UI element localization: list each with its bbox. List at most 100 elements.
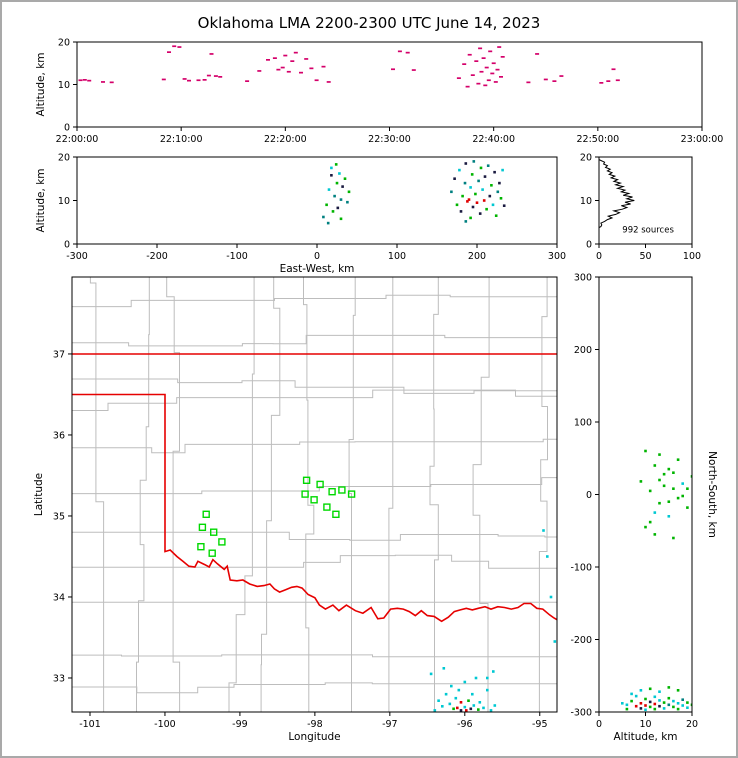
- data-point: [470, 74, 475, 76]
- x-tick-label: -99: [232, 719, 248, 730]
- data-point: [658, 699, 661, 702]
- data-point: [630, 692, 633, 696]
- x-tick-label: 22:40:00: [472, 134, 515, 145]
- county-boundary-line: [303, 277, 315, 712]
- x-tick-label: 10: [639, 719, 651, 730]
- data-point: [463, 181, 467, 185]
- data-point: [469, 707, 473, 711]
- y-tick-label: 0: [586, 240, 592, 251]
- data-point: [206, 74, 211, 77]
- data-point: [676, 689, 680, 692]
- data-point: [459, 210, 463, 213]
- data-point: [653, 702, 657, 706]
- data-point: [326, 81, 331, 83]
- data-point: [498, 181, 501, 185]
- data-point: [280, 66, 285, 69]
- panel-content: [599, 159, 635, 228]
- data-point: [266, 59, 270, 61]
- data-point: [490, 184, 493, 187]
- data-point: [82, 79, 87, 81]
- data-point: [459, 709, 463, 712]
- data-point: [459, 701, 463, 704]
- data-point: [463, 705, 467, 709]
- station-marker: [332, 510, 340, 518]
- data-point: [209, 53, 214, 55]
- data-point: [672, 699, 675, 703]
- data-point: [667, 686, 671, 689]
- x-tick-label: 50: [639, 251, 651, 262]
- data-point: [648, 700, 652, 704]
- data-point: [477, 179, 480, 183]
- data-point: [644, 697, 647, 701]
- data-point: [467, 198, 471, 201]
- data-point: [676, 496, 680, 500]
- data-point: [437, 699, 440, 702]
- data-point: [639, 707, 643, 710]
- panel-ew_altitude: -300 -200 -100 0 100 200 300 0 10 20 East-West, km…: [35, 153, 566, 276]
- data-point: [479, 166, 483, 170]
- data-point: [469, 216, 472, 220]
- data-point: [639, 480, 643, 483]
- data-point: [330, 166, 333, 170]
- panel-background: [599, 157, 692, 244]
- data-point: [335, 181, 339, 185]
- data-point: [653, 533, 657, 536]
- data-point: [648, 520, 652, 524]
- x-tick-label: -100: [226, 251, 248, 262]
- source-histogram-line: [599, 159, 635, 228]
- data-point: [283, 54, 288, 57]
- panel-content: [621, 449, 692, 712]
- data-point: [466, 200, 469, 203]
- data-point: [167, 51, 171, 53]
- x-tick-label: 0: [596, 719, 602, 730]
- data-point: [634, 704, 638, 708]
- data-point: [644, 525, 647, 529]
- county-boundary-line: [429, 277, 439, 712]
- data-point: [314, 79, 319, 82]
- data-point: [478, 212, 482, 215]
- data-point: [464, 220, 468, 223]
- y-tick-label: 0: [64, 240, 70, 251]
- data-point: [325, 203, 328, 207]
- data-point: [676, 702, 680, 705]
- y-tick-label: 37: [53, 349, 65, 360]
- data-point: [213, 75, 218, 77]
- data-point: [450, 190, 453, 194]
- data-point: [109, 81, 114, 84]
- x-tick-label: -96: [457, 719, 473, 730]
- panel-background: [77, 42, 702, 127]
- data-point: [496, 190, 500, 194]
- county-boundary-line: [72, 531, 557, 541]
- data-point: [535, 53, 540, 55]
- panel-time_altitude: 22:00:00 22:10:00 22:20:00 22:30:00 22:40:00…: [35, 38, 723, 146]
- data-point: [493, 170, 496, 174]
- data-point: [321, 65, 326, 68]
- data-point: [476, 82, 481, 85]
- y-tick-label: 20: [580, 153, 592, 164]
- data-point: [686, 506, 689, 509]
- data-point: [346, 200, 349, 204]
- data-point: [196, 79, 201, 82]
- data-point: [499, 197, 503, 200]
- data-point: [453, 177, 456, 180]
- panel-ns_altitude: 0 10 20 300 200 100 0 -100 -200 -300 Altitude, km N…: [570, 273, 718, 744]
- data-point: [648, 687, 652, 691]
- panel-content: [72, 277, 557, 712]
- county-boundary-line: [72, 682, 557, 694]
- data-point: [322, 215, 325, 219]
- data-point: [461, 194, 464, 198]
- station-marker: [202, 510, 210, 518]
- data-point: [559, 75, 564, 77]
- station-marker: [301, 490, 309, 498]
- station-marker: [328, 488, 336, 496]
- y-tick-label: 300: [574, 273, 592, 284]
- data-point: [333, 194, 336, 198]
- data-point: [299, 71, 303, 74]
- panel-background: [72, 277, 557, 712]
- data-point: [546, 555, 549, 558]
- y-tick-label: 0: [586, 490, 592, 501]
- data-point: [672, 705, 675, 709]
- data-point: [483, 175, 487, 178]
- x-tick-label: -95: [532, 719, 548, 730]
- data-point: [483, 84, 488, 87]
